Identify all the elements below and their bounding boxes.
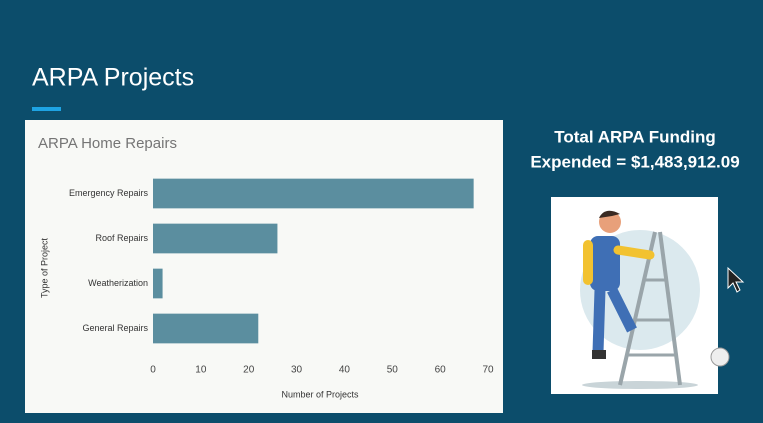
chart-title: ARPA Home Repairs (38, 135, 177, 152)
cursor-button[interactable] (710, 347, 730, 367)
x-tick-label: 30 (291, 365, 303, 376)
bar (153, 268, 163, 299)
x-axis-label: Number of Projects (281, 389, 359, 399)
shadow (582, 381, 698, 389)
illustration (551, 197, 718, 394)
y-tick-label: Roof Repairs (95, 233, 148, 243)
cursor (710, 266, 745, 367)
slide-title: ARPA Projects (32, 64, 194, 92)
funding-line: Total ARPA Funding (554, 127, 715, 146)
x-tick-label: 60 (435, 365, 447, 376)
y-tick-label: Emergency Repairs (69, 188, 149, 198)
x-tick-label: 20 (243, 365, 255, 376)
x-tick-label: 70 (482, 365, 494, 376)
x-tick-label: 40 (339, 365, 351, 376)
worker-leg (592, 289, 606, 353)
y-tick-label: Weatherization (88, 278, 148, 288)
worker-hair (599, 210, 620, 218)
cursor-arrow (727, 266, 745, 293)
x-tick-label: 0 (150, 365, 156, 376)
bar (153, 223, 278, 254)
funding-line: Expended = $1,483,912.09 (530, 152, 739, 171)
title-underline (32, 107, 61, 111)
x-tick-label: 50 (387, 365, 399, 376)
x-tick-label: 10 (195, 365, 207, 376)
worker-arm (583, 240, 593, 285)
chart-panel (25, 120, 503, 413)
bar (153, 178, 474, 209)
worker-body (590, 236, 620, 291)
ladder-rail (658, 231, 682, 386)
bar (153, 313, 259, 344)
worker-leg (607, 287, 637, 333)
worker-arm (613, 245, 655, 260)
y-tick-label: General Repairs (82, 323, 148, 333)
worker-shoe (592, 350, 606, 359)
y-axis-label: Type of Project (39, 237, 49, 298)
